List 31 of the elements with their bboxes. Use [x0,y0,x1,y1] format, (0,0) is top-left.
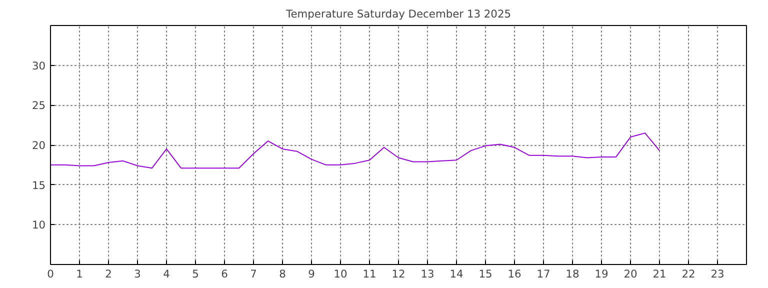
y-tick-label: 30 [32,59,46,72]
x-tick-label: 20 [624,268,638,280]
x-tick-label: 4 [163,268,170,280]
x-tick-label: 2 [105,268,112,280]
x-tick-label: 9 [308,268,316,280]
x-tick-label: 12 [392,268,406,280]
y-tick-label: 10 [32,218,46,232]
y-tick-label: 15 [32,178,46,192]
chart-title: Temperature Saturday December 13 2025 [284,8,512,20]
x-tick-label: 13 [420,268,434,280]
x-tick-label: 18 [566,268,580,280]
x-tick-label: 0 [47,268,54,280]
y-tick-label: 20 [32,139,46,152]
x-tick-label: 17 [536,268,550,280]
x-tick-label: 14 [450,268,464,280]
x-tick-label: 23 [710,268,724,280]
x-tick-label: 22 [682,268,696,280]
x-tick-label: 1 [76,268,83,280]
x-tick-label: 8 [279,268,286,280]
x-tick-label: 3 [134,268,141,280]
x-tick-label: 21 [652,268,666,280]
x-tick-label: 19 [594,268,608,280]
x-tick-label: 6 [221,268,228,280]
x-tick-label: 16 [508,268,522,280]
y-tick-label: 25 [32,99,46,112]
line-series [50,132,660,169]
x-tick-label: 15 [478,268,492,280]
x-tick-label: 5 [192,268,199,280]
x-tick-label: 10 [334,268,348,280]
x-tick-label: 11 [362,268,376,280]
x-tick-label: 7 [250,268,257,280]
